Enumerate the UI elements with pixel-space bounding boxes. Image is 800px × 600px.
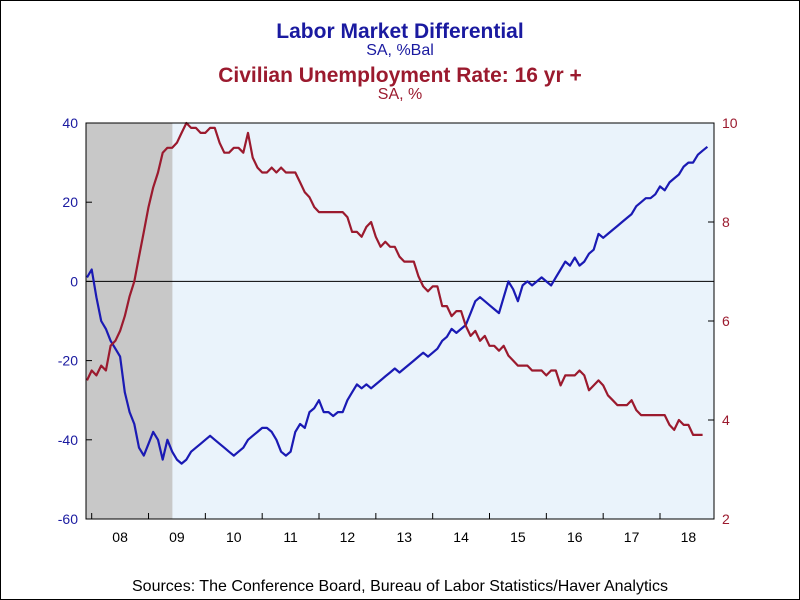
chart-subtitle-1: SA, %Bal <box>366 42 434 59</box>
x-axis-tick-label: 14 <box>453 529 469 545</box>
left-axis-tick-label: -20 <box>58 353 78 369</box>
left-axis-tick-label: -40 <box>58 432 78 448</box>
x-axis-tick-label: 17 <box>624 529 640 545</box>
left-axis-tick-label: 40 <box>62 115 78 131</box>
x-axis-tick-label: 16 <box>567 529 583 545</box>
x-axis-tick-label: 11 <box>283 529 298 545</box>
left-axis-tick-label: 20 <box>62 194 78 210</box>
right-axis-tick-label: 10 <box>722 115 738 131</box>
left-axis-tick-label: 0 <box>70 273 78 289</box>
recession-band <box>86 123 173 519</box>
chart-subtitle-2: SA, % <box>377 86 423 103</box>
right-axis-tick-label: 2 <box>722 511 730 527</box>
x-axis-tick-label: 18 <box>681 529 697 545</box>
series-line-labor-market-differential <box>86 145 709 465</box>
left-axis-tick-label: -60 <box>58 511 78 527</box>
right-axis-tick-label: 8 <box>722 214 730 230</box>
x-axis-tick-label: 13 <box>396 529 412 545</box>
plot-area <box>86 123 714 519</box>
chart-title-1: Labor Market Differential <box>276 20 524 43</box>
x-axis-tick-label: 08 <box>112 529 128 545</box>
series-line-unemployment-rate <box>86 121 703 436</box>
source-note: Sources: The Conference Board, Bureau of… <box>132 578 668 595</box>
x-axis-tick-label: 15 <box>510 529 526 545</box>
x-axis-tick-label: 10 <box>226 529 242 545</box>
right-axis-tick-label: 4 <box>722 412 730 428</box>
x-axis-tick-label: 12 <box>340 529 356 545</box>
chart-title-2: Civilian Unemployment Rate: 16 yr + <box>218 64 582 87</box>
x-axis-tick-label: 09 <box>169 529 185 545</box>
right-axis-tick-label: 6 <box>722 313 730 329</box>
